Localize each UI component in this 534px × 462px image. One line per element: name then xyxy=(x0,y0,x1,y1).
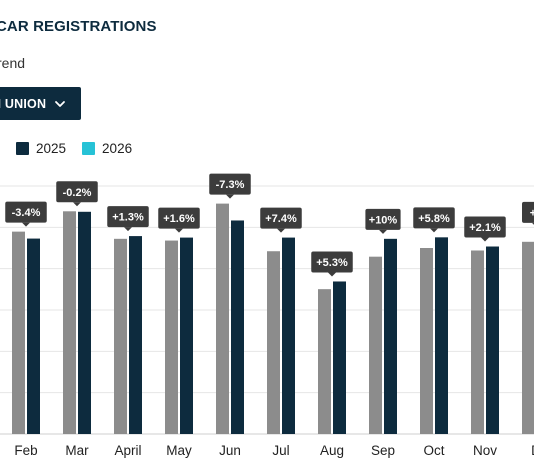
change-label-box xyxy=(260,207,302,229)
bars xyxy=(12,203,534,434)
change-label-text: +1.3% xyxy=(112,212,144,224)
tick-label-sep: Sep xyxy=(371,443,395,458)
tick-label-april: April xyxy=(114,443,141,458)
bar-previous-aug xyxy=(318,289,331,434)
bar-2025-may xyxy=(180,237,193,434)
chart-title: CAR REGISTRATIONS xyxy=(0,18,157,35)
change-label-text: +10% xyxy=(369,214,398,226)
change-label-pointer xyxy=(379,229,387,234)
change-label-pointer xyxy=(430,228,438,233)
change-label-box xyxy=(413,207,455,229)
change-label-box xyxy=(107,206,149,228)
change-label-feb: -3.4% xyxy=(5,201,47,227)
tick-label-may: May xyxy=(166,443,192,458)
change-label-april: +1.3% xyxy=(107,206,149,232)
change-label-sep: +10% xyxy=(365,208,401,234)
legend-label-2025: 2025 xyxy=(36,141,67,156)
change-label-text: +2.1% xyxy=(469,222,501,234)
change-label-box xyxy=(311,251,353,273)
bar-2025-nov xyxy=(486,246,499,434)
change-label-jul: +7.4% xyxy=(260,207,302,233)
bar-previous-april xyxy=(114,238,127,434)
change-label-pointer xyxy=(226,194,234,199)
change-label-box xyxy=(158,207,200,229)
bar-previous-may xyxy=(165,240,178,434)
bar-previous-mar xyxy=(63,211,76,434)
change-label-jun: -7.3% xyxy=(209,173,251,199)
change-label-text: +5.8% xyxy=(418,213,450,225)
tick-label-oct: Oct xyxy=(423,443,444,458)
change-label-pointer xyxy=(124,227,132,232)
bar-previous-feb xyxy=(12,231,25,434)
change-label-oct: +5.8% xyxy=(413,207,455,233)
change-label-nov: +2.1% xyxy=(464,216,506,242)
bar-previous-nov xyxy=(471,250,484,434)
legend-swatch-2025 xyxy=(16,142,29,155)
change-label-text: -7.3% xyxy=(216,179,245,191)
bar-previous-d xyxy=(522,241,534,434)
bar-previous-oct xyxy=(420,248,433,434)
change-label-box xyxy=(522,201,534,223)
bar-2025-oct xyxy=(435,237,448,434)
legend-label-2026: 2026 xyxy=(102,141,133,156)
change-label-box xyxy=(365,208,401,230)
change-label-box xyxy=(56,181,98,203)
tick-label-jul: Jul xyxy=(272,443,289,458)
bar-2025-april xyxy=(129,236,142,434)
bar-2025-sep xyxy=(384,238,397,434)
change-label-mar: -0.2% xyxy=(56,181,98,207)
legend-item-2025[interactable]: 2025 xyxy=(16,141,66,156)
bar-2025-jul xyxy=(282,237,295,434)
legend-item-2026[interactable]: 2026 xyxy=(82,141,132,156)
chevron-down-icon xyxy=(55,100,66,107)
chart-subtitle: rend xyxy=(0,55,26,71)
change-label-text: +7.4% xyxy=(265,213,297,225)
bar-2025-aug xyxy=(333,281,346,434)
change-label-box xyxy=(209,173,251,195)
bar-2025-mar xyxy=(78,211,91,434)
tick-label-aug: Aug xyxy=(320,443,344,458)
tick-label-mar: Mar xyxy=(65,443,89,458)
change-label-text: +5.3% xyxy=(316,257,348,269)
change-label-box xyxy=(5,201,47,223)
x-axis: Feb Mar April May Jun Jul Aug Sep Oct Nov D xyxy=(14,443,534,458)
change-label-box xyxy=(464,216,506,238)
bar-previous-jun xyxy=(216,203,229,434)
change-label-pointer xyxy=(22,222,30,227)
change-label-pointer xyxy=(277,228,285,233)
tick-label-nov: Nov xyxy=(473,443,497,458)
change-label-aug: +5.3% xyxy=(311,251,353,277)
chart-legend: 2025 2026 xyxy=(0,141,148,156)
change-label-pointer xyxy=(175,228,183,233)
bar-2025-feb xyxy=(27,238,40,434)
tick-label-d: D xyxy=(531,443,534,458)
legend-swatch-2026 xyxy=(82,142,96,155)
change-label-pointer xyxy=(328,272,336,277)
bar-previous-jul xyxy=(267,251,280,434)
region-dropdown-label: N UNION xyxy=(0,96,47,111)
change-label-text: +5 xyxy=(530,207,534,219)
tick-label-jun: Jun xyxy=(219,443,241,458)
change-label-pointer xyxy=(481,237,489,242)
change-label-d: +5 xyxy=(522,201,534,225)
region-dropdown[interactable]: N UNION xyxy=(0,87,81,120)
tick-label-feb: Feb xyxy=(14,443,37,458)
change-label-text: +1.6% xyxy=(163,213,195,225)
bar-previous-sep xyxy=(369,256,382,434)
bar-2025-jun xyxy=(231,220,244,434)
change-label-may: +1.6% xyxy=(158,207,200,233)
change-label-pointer xyxy=(73,202,81,207)
change-label-text: -3.4% xyxy=(12,207,41,219)
change-label-text: -0.2% xyxy=(63,187,92,199)
change-labels: -3.4% -0.2% +1.3% +1.6% -7.3% +7.4% +5.3% +10% +… xyxy=(5,173,534,277)
